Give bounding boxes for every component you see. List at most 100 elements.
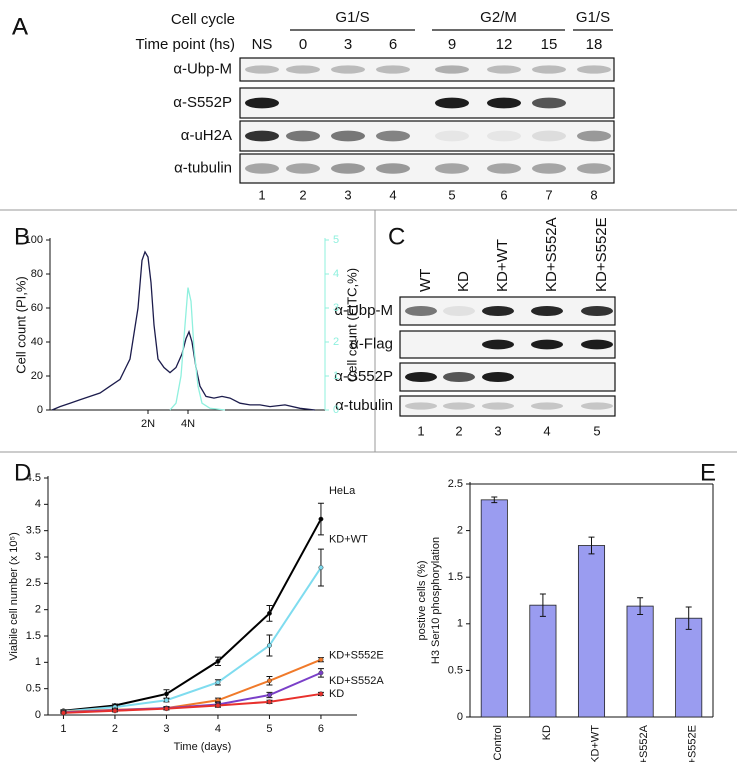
panel-letter: A: [12, 13, 28, 40]
group-label: G1/S: [335, 9, 369, 26]
lane-label: 6: [389, 36, 397, 53]
band: [286, 130, 320, 142]
axis-title: Time point (hs): [136, 36, 235, 53]
lane-number: 2: [299, 187, 306, 202]
band: [531, 402, 563, 410]
lane-label: 3: [344, 36, 352, 53]
x-tick-label: KD+WT: [589, 725, 601, 762]
lane-number: 3: [344, 187, 351, 202]
series-label: KD+S552E: [329, 650, 384, 662]
lane-number: 6: [500, 187, 507, 202]
lane-number: 4: [389, 187, 396, 202]
axis-title: Cell cycle: [171, 11, 235, 28]
band: [532, 130, 566, 142]
y-tick-label: 2.5: [448, 478, 463, 490]
panel-letter: B: [14, 223, 30, 250]
band: [435, 130, 469, 142]
band: [286, 65, 320, 74]
x-tick-label: 2: [112, 723, 118, 735]
band: [331, 130, 365, 142]
y-axis-title: Viabile cell number (x 10⁵): [8, 532, 20, 660]
y-tick-label: 4.5: [26, 472, 41, 484]
y2-tick-label: 0: [333, 404, 339, 416]
group-label: G1/S: [576, 9, 610, 26]
y-axis-title: H3 Ser10 phosphorylation: [430, 537, 442, 664]
x-tick-label: KD+S552A: [638, 724, 650, 762]
lane-label: 18: [586, 36, 603, 53]
lane-label: 15: [541, 36, 558, 53]
lane-number: 5: [448, 187, 455, 202]
band: [245, 65, 279, 74]
series-label: KD+S552A: [329, 675, 384, 687]
row-label: α-uH2A: [181, 127, 232, 144]
y2-tick-label: 4: [333, 268, 339, 280]
series-label: KD: [329, 688, 344, 700]
x-tick-label: 5: [266, 723, 272, 735]
point: [318, 565, 324, 570]
row-label: α-tubulin: [174, 159, 232, 176]
lane-number: 5: [593, 423, 600, 438]
band: [532, 97, 566, 109]
lane-label: 0: [299, 36, 307, 53]
row-label: α-Ubp-M: [173, 60, 232, 77]
point: [164, 706, 169, 712]
x-tick-label: 3: [163, 723, 169, 735]
error-bar: [685, 606, 692, 630]
lane-label: KD+S552A: [543, 217, 560, 292]
y-axis-title: postive cells (%): [416, 560, 428, 640]
band: [405, 305, 437, 317]
point: [215, 679, 221, 685]
band: [482, 371, 514, 383]
series-line: [63, 692, 322, 714]
y-tick-label: 2: [35, 604, 41, 616]
blot: [239, 153, 615, 184]
group-label: G2/M: [480, 9, 517, 26]
point: [318, 657, 324, 663]
lane-number: 1: [417, 423, 424, 438]
band: [245, 163, 279, 174]
band: [435, 65, 469, 74]
y2-tick-label: 2: [333, 336, 339, 348]
band: [577, 163, 611, 174]
band: [245, 130, 279, 142]
x-tick-label: 4: [215, 723, 221, 735]
blot: [399, 395, 616, 417]
row-label: α-tubulin: [335, 397, 393, 414]
y-tick-label: 0: [37, 404, 43, 416]
y-tick-label: 3: [35, 551, 41, 563]
band: [331, 163, 365, 174]
band: [531, 339, 563, 350]
x-axis-title: Time (days): [174, 741, 232, 753]
band: [286, 163, 320, 174]
point: [61, 710, 66, 716]
lane-label: WT: [417, 269, 434, 292]
band: [581, 305, 613, 317]
lane-number: 1: [258, 187, 265, 202]
bar: [577, 545, 606, 718]
error-bar: [637, 597, 644, 615]
band: [532, 65, 566, 74]
error-bar: [539, 593, 546, 617]
series-label: KD+WT: [329, 533, 368, 545]
error-bar: [491, 496, 498, 504]
y-tick-label: 0.5: [26, 683, 41, 695]
y-tick-label: 80: [31, 268, 43, 280]
band: [482, 402, 514, 410]
y-tick-label: 2.5: [26, 577, 41, 589]
band: [487, 163, 521, 174]
lane-number: 8: [590, 187, 597, 202]
lane-number: 3: [494, 423, 501, 438]
panel-letter: C: [388, 223, 405, 250]
band: [487, 97, 521, 109]
y-tick-label: 0.5: [448, 664, 463, 676]
band: [376, 130, 410, 142]
y-tick-label: 20: [31, 370, 43, 382]
lane-label: KD+S552E: [593, 217, 610, 292]
series-line: [63, 518, 322, 712]
point: [267, 610, 272, 616]
lane-label: 9: [448, 36, 456, 53]
y-tick-label: 4: [35, 498, 41, 510]
lane-number: 7: [545, 187, 552, 202]
x-tick-label: 6: [318, 723, 324, 735]
